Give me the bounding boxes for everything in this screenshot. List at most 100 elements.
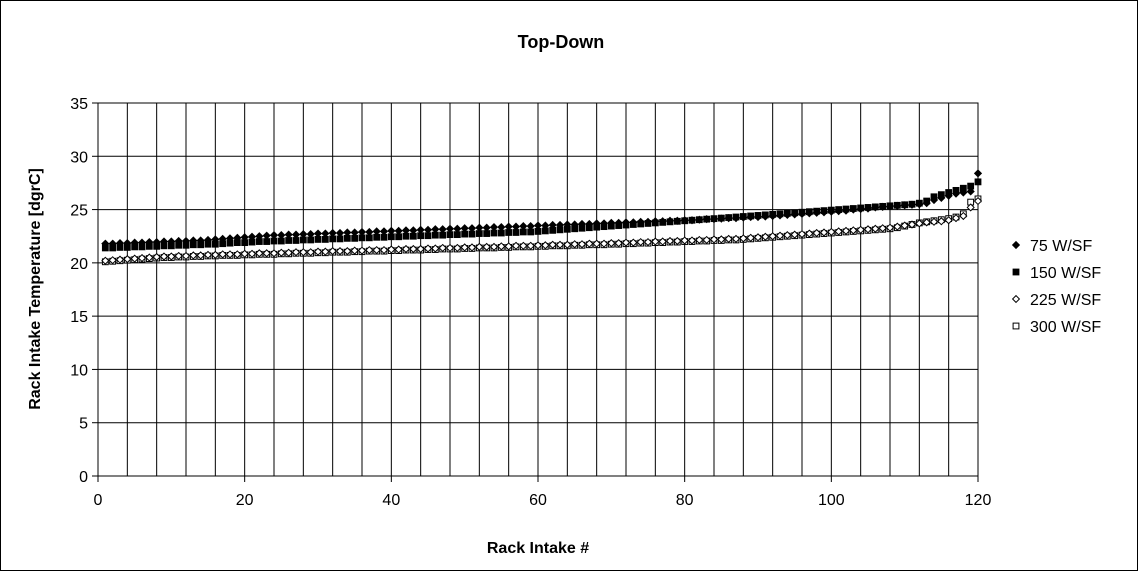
series-2 bbox=[101, 178, 982, 252]
data-point bbox=[130, 238, 139, 247]
legend-label: 225 W/SF bbox=[1030, 292, 1101, 309]
data-point bbox=[563, 240, 572, 249]
x-tick-label: 80 bbox=[676, 492, 694, 509]
data-point bbox=[805, 229, 814, 238]
y-axis: 0 5 10 15 20 25 30 35 bbox=[70, 96, 98, 486]
data-point bbox=[739, 213, 748, 222]
data-point bbox=[335, 247, 345, 256]
data-point bbox=[431, 244, 440, 253]
data-point bbox=[431, 225, 440, 234]
data-point bbox=[189, 236, 198, 245]
chart-title: Top-Down bbox=[518, 32, 605, 52]
y-tick-label: 25 bbox=[70, 203, 88, 220]
data-point bbox=[834, 227, 843, 236]
data-point bbox=[533, 221, 543, 230]
data-point bbox=[519, 221, 528, 231]
data-point bbox=[159, 252, 169, 261]
data-point bbox=[636, 237, 645, 247]
y-tick-label: 30 bbox=[70, 149, 88, 166]
data-point bbox=[585, 219, 594, 229]
y-tick-label: 5 bbox=[79, 416, 88, 433]
data-point bbox=[489, 242, 499, 251]
data-point bbox=[453, 224, 462, 233]
data-point bbox=[475, 223, 484, 232]
data-point bbox=[812, 228, 821, 238]
data-point bbox=[196, 251, 205, 260]
data-point bbox=[137, 238, 147, 247]
data-point bbox=[658, 217, 667, 226]
data-point bbox=[717, 235, 726, 244]
data-point bbox=[137, 253, 147, 263]
data-point bbox=[416, 225, 425, 234]
data-point bbox=[284, 248, 293, 257]
data-point bbox=[115, 255, 125, 264]
data-point bbox=[350, 228, 359, 237]
data-point bbox=[885, 202, 895, 211]
data-point bbox=[519, 241, 528, 250]
data-point bbox=[299, 248, 308, 257]
data-point bbox=[929, 217, 939, 226]
data-point bbox=[321, 247, 330, 256]
data-point bbox=[585, 239, 594, 248]
data-point bbox=[203, 235, 213, 245]
data-point bbox=[262, 249, 271, 258]
x-axis: 0 20 40 60 80 100 120 bbox=[94, 476, 992, 509]
y-tick-label: 10 bbox=[70, 362, 88, 379]
data-point bbox=[438, 243, 447, 253]
x-tick-label: 20 bbox=[236, 492, 254, 509]
data-point bbox=[753, 233, 763, 242]
data-point bbox=[790, 230, 799, 239]
data-point bbox=[240, 233, 249, 242]
data-point bbox=[372, 245, 381, 255]
data-point bbox=[497, 223, 506, 232]
data-point bbox=[929, 195, 939, 205]
data-point bbox=[717, 214, 726, 223]
data-point bbox=[445, 243, 455, 253]
data-point bbox=[357, 227, 367, 237]
data-point bbox=[673, 216, 682, 225]
data-point bbox=[614, 239, 623, 248]
data-point bbox=[394, 226, 403, 235]
data-point bbox=[291, 230, 301, 239]
data-point bbox=[306, 248, 315, 257]
legend-marker bbox=[1012, 322, 1020, 330]
data-point bbox=[959, 188, 968, 197]
data-point bbox=[328, 247, 337, 256]
data-point bbox=[482, 223, 491, 232]
data-point bbox=[790, 210, 799, 219]
data-point bbox=[328, 228, 337, 238]
data-point bbox=[181, 236, 191, 246]
data-point bbox=[262, 231, 271, 240]
data-point bbox=[115, 239, 125, 248]
data-point bbox=[145, 253, 154, 262]
data-point bbox=[819, 208, 829, 217]
data-point bbox=[702, 215, 711, 224]
data-point bbox=[533, 241, 543, 250]
data-point bbox=[746, 212, 755, 222]
data-point bbox=[372, 227, 381, 236]
data-point bbox=[416, 244, 425, 254]
data-point bbox=[218, 250, 227, 259]
data-point bbox=[379, 245, 389, 255]
data-point bbox=[629, 218, 638, 227]
data-point bbox=[101, 256, 110, 265]
x-tick-label: 120 bbox=[965, 492, 992, 509]
data-point bbox=[783, 231, 792, 240]
data-point bbox=[797, 209, 807, 218]
data-point bbox=[460, 243, 469, 252]
data-point bbox=[475, 242, 484, 251]
data-point bbox=[445, 224, 455, 233]
data-point bbox=[944, 191, 953, 200]
gridlines bbox=[97, 102, 979, 477]
data-point bbox=[240, 249, 249, 258]
data-point bbox=[966, 203, 975, 212]
y-axis-title: Rack Intake Temperature [dgrC] bbox=[27, 168, 44, 410]
data-point bbox=[724, 234, 733, 243]
data-point bbox=[460, 224, 469, 233]
data-point bbox=[541, 241, 550, 250]
data-point bbox=[211, 235, 220, 244]
data-point bbox=[350, 246, 359, 255]
data-point bbox=[196, 236, 205, 245]
data-point bbox=[511, 241, 521, 250]
data-point bbox=[724, 213, 733, 223]
